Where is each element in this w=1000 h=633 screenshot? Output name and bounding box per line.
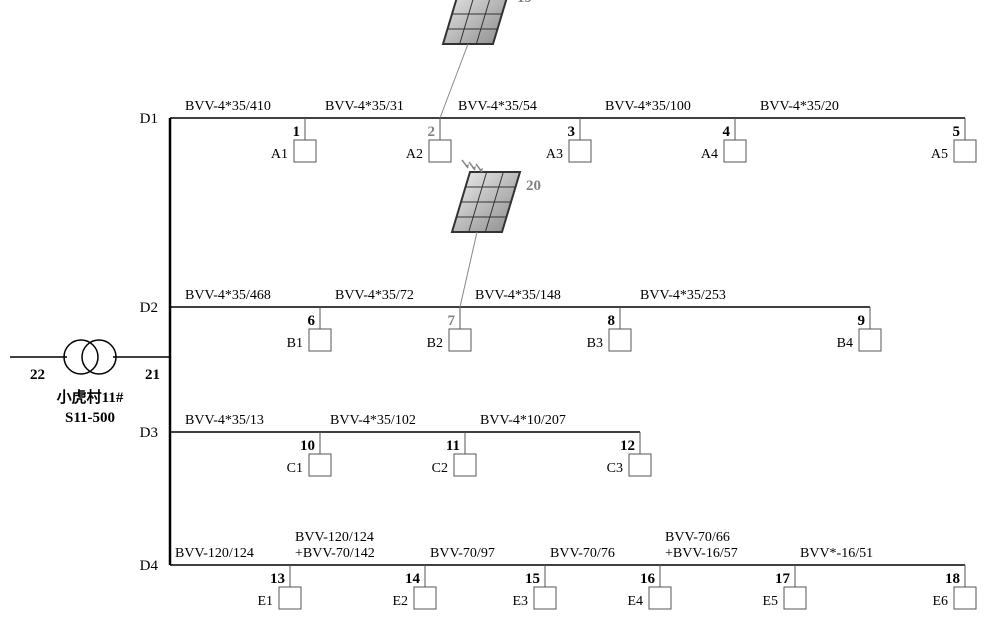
cable-spec-label: BVV-4*35/102: [330, 413, 416, 428]
load-box: [724, 140, 746, 162]
load-label: A2: [406, 147, 423, 162]
load-box: [454, 454, 476, 476]
load-box: [534, 587, 556, 609]
load-box: [954, 587, 976, 609]
node-number: 3: [568, 124, 576, 140]
node-number: 4: [723, 124, 731, 140]
node-number: 14: [405, 571, 421, 587]
load-label: B4: [837, 336, 853, 351]
cable-spec-label: BVV-70/66: [665, 530, 730, 545]
load-box: [414, 587, 436, 609]
node-number: 22: [30, 367, 45, 383]
load-label: B1: [287, 336, 303, 351]
feeder-name-label: D2: [140, 300, 158, 316]
load-box: [449, 329, 471, 351]
node-number: 8: [608, 313, 616, 329]
load-label: A5: [931, 147, 948, 162]
cable-spec-label: +BVV-16/57: [665, 546, 738, 561]
feeder-name-label: D4: [140, 558, 159, 574]
node-number: 10: [300, 438, 315, 454]
load-box: [309, 454, 331, 476]
load-box: [859, 329, 881, 351]
load-box: [609, 329, 631, 351]
cable-spec-label: BVV-4*35/253: [640, 288, 726, 303]
cable-spec-label: BVV-120/124: [295, 530, 374, 545]
load-label: E3: [512, 594, 528, 609]
node-number: 6: [308, 313, 316, 329]
node-number: 11: [446, 438, 460, 454]
transformer-symbol: 22 21 小虎村11# S11-500: [10, 340, 170, 426]
feeder-name-label: D3: [140, 425, 158, 441]
load-label: C1: [287, 461, 303, 476]
cable-spec-label: BVV-4*35/468: [185, 288, 271, 303]
load-box: [649, 587, 671, 609]
cable-spec-label: BVV-4*35/20: [760, 99, 839, 114]
cable-spec-label: BVV-70/76: [550, 546, 615, 561]
cable-spec-label: BVV-4*35/31: [325, 99, 404, 114]
cable-spec-label: BVV-4*35/13: [185, 413, 264, 428]
pv-panel-icon: 20: [452, 160, 541, 307]
cable-spec-label: BVV-4*35/100: [605, 99, 691, 114]
cable-spec-label: +BVV-70/142: [295, 546, 375, 561]
load-box: [294, 140, 316, 162]
cable-spec-label: BVV-4*10/207: [480, 413, 566, 428]
load-label: C3: [607, 461, 623, 476]
load-box: [429, 140, 451, 162]
node-number: 13: [270, 571, 285, 587]
node-number: 12: [620, 438, 635, 454]
node-number: 1: [293, 124, 301, 140]
cable-spec-label: BVV-4*35/410: [185, 99, 271, 114]
load-box: [279, 587, 301, 609]
load-label: E6: [932, 594, 948, 609]
load-label: E5: [762, 594, 778, 609]
cable-spec-label: BVV-70/97: [430, 546, 495, 561]
node-number: 16: [640, 571, 656, 587]
load-box: [309, 329, 331, 351]
load-label: A3: [546, 147, 563, 162]
cable-spec-label: BVV-120/124: [175, 546, 254, 561]
load-box: [629, 454, 651, 476]
diagram-root: 2221小虎村11#S11-500D1BVV-4*35/410BVV-4*35/…: [0, 0, 1000, 633]
load-label: E1: [257, 594, 273, 609]
cable-spec-label: BVV-4*35/72: [335, 288, 414, 303]
node-number: 15: [525, 571, 540, 587]
load-box: [954, 140, 976, 162]
cable-spec-label: BVV*-16/51: [800, 546, 873, 561]
feeder-D4: D4BVV-120/124BVV-120/124+BVV-70/142BVV-7…: [140, 530, 976, 609]
feeder-D3: D3 BVV-4*35/13 BVV-4*35/102 BVV-4*10/207 10 C…: [140, 413, 651, 476]
node-number: 2: [428, 124, 436, 140]
transformer-model: S11-500: [65, 410, 115, 426]
node-number: 5: [953, 124, 961, 140]
load-label: B3: [587, 336, 603, 351]
load-label: E4: [627, 594, 643, 609]
pv-node-number: 20: [526, 178, 541, 194]
cable-spec-label: BVV-4*35/148: [475, 288, 561, 303]
node-number: 18: [945, 571, 960, 587]
transformer-name: 小虎村11#: [57, 388, 124, 406]
feeder-D2: D2 BVV-4*35/468 BVV-4*35/72 BVV-4*35/148 BVV…: [140, 288, 881, 351]
node-number: 9: [858, 313, 866, 329]
feeder-D1: D1 BVV-4*35/410 BVV-4*35/31 BVV-4*35/54 BVV-…: [140, 99, 976, 162]
pv-node-number: 19: [517, 0, 532, 6]
load-label: C2: [432, 461, 448, 476]
cable-spec-label: BVV-4*35/54: [458, 99, 537, 114]
node-number: 17: [775, 571, 791, 587]
load-label: A4: [701, 147, 718, 162]
node-number: 7: [448, 313, 456, 329]
load-label: E2: [392, 594, 408, 609]
feeder-name-label: D1: [140, 111, 158, 127]
load-box: [784, 587, 806, 609]
node-number: 21: [145, 367, 160, 383]
load-box: [569, 140, 591, 162]
load-label: A1: [271, 147, 288, 162]
load-label: B2: [427, 336, 443, 351]
